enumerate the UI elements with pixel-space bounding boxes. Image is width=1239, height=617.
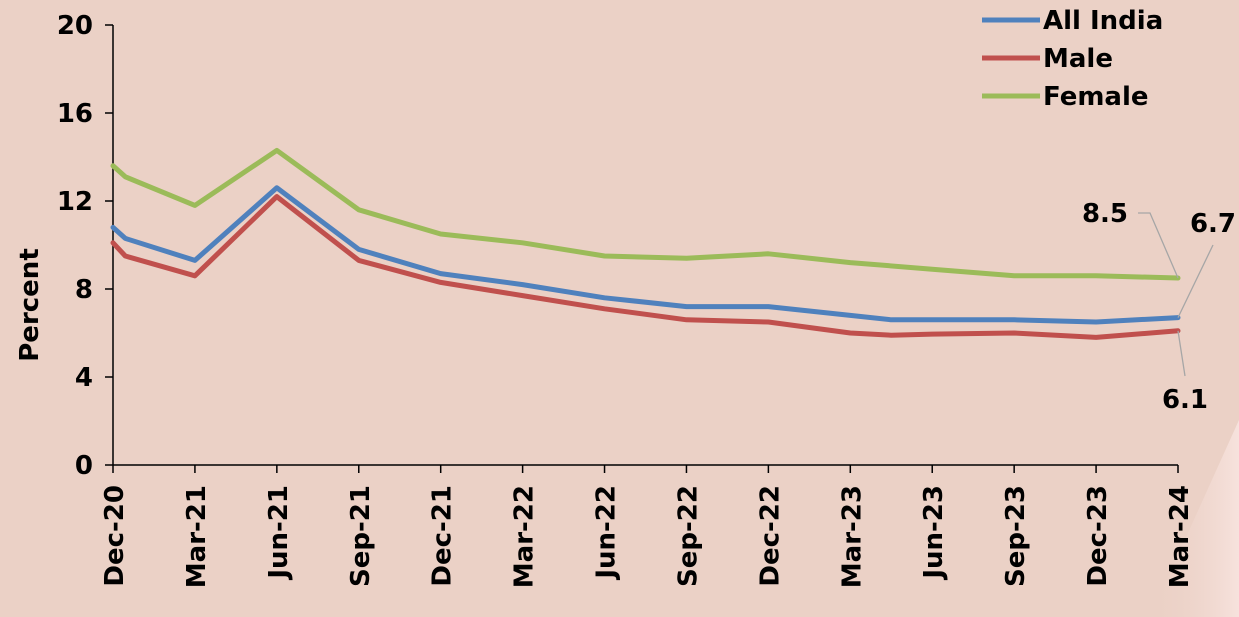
legend-label-female: Female — [1043, 82, 1149, 112]
series-line-all-india — [110, 185, 1181, 325]
x-tick-label: Sep-22 — [673, 485, 703, 587]
y-tick-label: 20 — [57, 11, 93, 41]
x-tick-label: Dec-22 — [755, 485, 785, 587]
legend-label-male: Male — [1043, 44, 1113, 74]
y-tick-label: 12 — [57, 187, 93, 217]
background-highlight — [1150, 420, 1239, 617]
x-tick-label: Jun-22 — [592, 485, 622, 581]
x-tick-label: Mar-22 — [510, 485, 540, 588]
labels-layer: 8.5 6.7 6.1 — [1082, 199, 1236, 415]
series-line-male — [110, 194, 1181, 340]
x-tick-label: Sep-21 — [346, 485, 376, 587]
x-tick-label: Sep-23 — [1001, 485, 1031, 587]
legend-label-all-india: All India — [1043, 6, 1163, 36]
y-tick-label: 4 — [75, 363, 93, 393]
x-tick-label: Mar-23 — [837, 485, 867, 588]
data-label-male: 6.1 — [1162, 385, 1208, 415]
x-tick-label: Mar-24 — [1165, 485, 1195, 588]
x-tick-label: Jun-21 — [264, 485, 294, 581]
x-tick-label: Mar-21 — [182, 485, 212, 588]
data-label-all-india: 6.7 — [1190, 209, 1236, 239]
leader-line-male — [1177, 330, 1186, 377]
y-tick-label: 16 — [57, 99, 93, 129]
x-tick-label: Dec-20 — [100, 485, 130, 587]
series-layer — [110, 147, 1181, 340]
data-label-female: 8.5 — [1082, 199, 1128, 229]
y-tick-label: 8 — [75, 275, 93, 305]
x-tick-label: Jun-23 — [919, 485, 949, 581]
x-tick-label: Dec-23 — [1083, 485, 1113, 587]
leader-line-all-india — [1177, 244, 1214, 318]
x-tick-label: Dec-21 — [428, 485, 458, 587]
axes: 0 4 8 12 16 20 Dec-20 Mar-21 Jun-21 Sep-21 Dec-21 M… — [15, 11, 1195, 588]
series-line-female — [110, 147, 1181, 281]
legend: All India Male Female — [982, 6, 1163, 112]
y-tick-label: 0 — [75, 451, 93, 481]
y-axis-title: Percent — [15, 248, 45, 362]
leader-line-female — [1138, 212, 1179, 279]
